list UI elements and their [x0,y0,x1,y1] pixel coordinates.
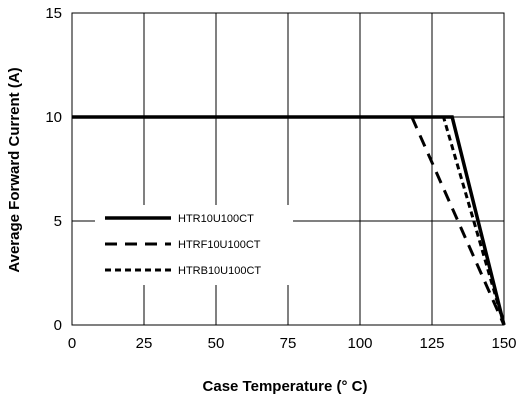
x-tick-label-0: 0 [68,335,76,352]
series-line-1 [72,115,506,326]
x-tick-label-3: 75 [280,335,297,352]
y-tick-label-0: 0 [54,317,62,334]
legend: HTR10U100CT HTRF10U100CT HTRB10U100CT [95,205,293,285]
x-axis-title: Case Temperature (° C) [203,378,368,395]
series-layer [72,115,506,326]
y-axis-title: Average Forward Current (A) [6,67,23,272]
x-tick-label-5: 125 [419,335,444,352]
legend-label-1: HTRF10U100CT [178,239,261,251]
legend-label-2: HTRB10U100CT [178,265,261,277]
y-tick-labels: 0 5 10 15 [45,5,62,334]
x-tick-label-2: 50 [208,335,225,352]
x-tick-label-4: 100 [347,335,372,352]
y-tick-label-3: 15 [45,5,62,22]
x-tick-label-6: 150 [491,335,516,352]
x-tick-labels: 0 25 50 75 100 125 150 [68,335,517,352]
series-line-2 [72,115,506,326]
x-tick-label-1: 25 [136,335,153,352]
y-tick-label-2: 10 [45,109,62,126]
legend-label-0: HTR10U100CT [178,213,254,225]
y-tick-label-1: 5 [54,213,62,230]
